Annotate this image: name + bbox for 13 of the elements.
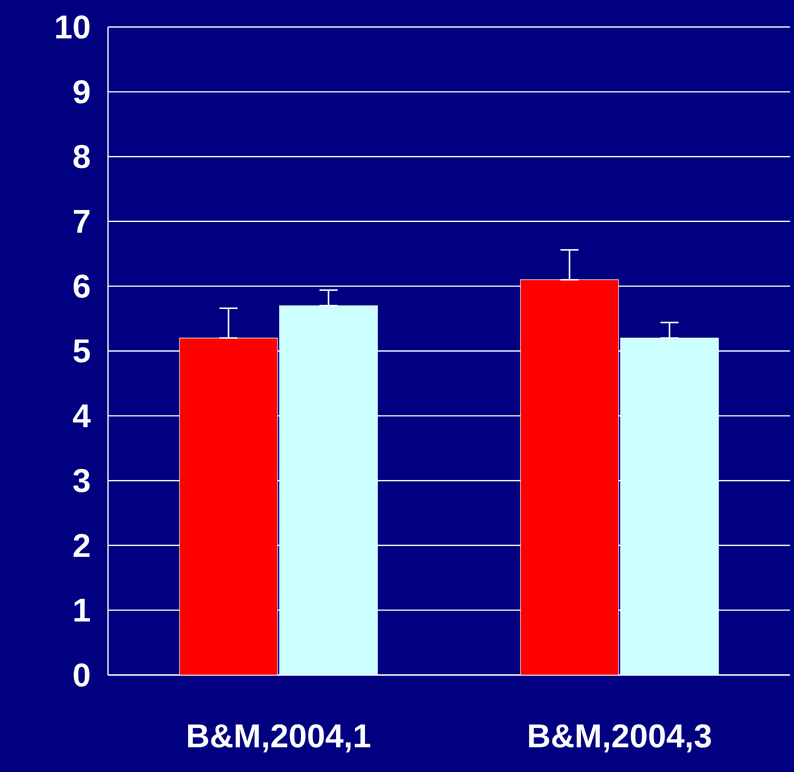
y-tick-label: 1 — [74, 598, 90, 622]
y-tick-label: 2 — [74, 534, 90, 557]
x-tick-label: B&M,2004,1 — [188, 724, 370, 752]
y-tick-label: 6 — [74, 274, 90, 298]
y-tick-label: 8 — [74, 144, 90, 168]
y-tick-label: 10 — [56, 15, 90, 39]
y-tick-label: 3 — [73, 468, 90, 492]
y-tick-label: 5 — [73, 339, 90, 363]
y-tick-label: 0 — [74, 663, 90, 687]
y-tick-label: 9 — [74, 80, 90, 104]
y-tick-label: 4 — [72, 404, 91, 428]
x-tick-label: B&M,2004,3 — [529, 724, 711, 752]
y-tick-label: 7 — [74, 210, 90, 233]
